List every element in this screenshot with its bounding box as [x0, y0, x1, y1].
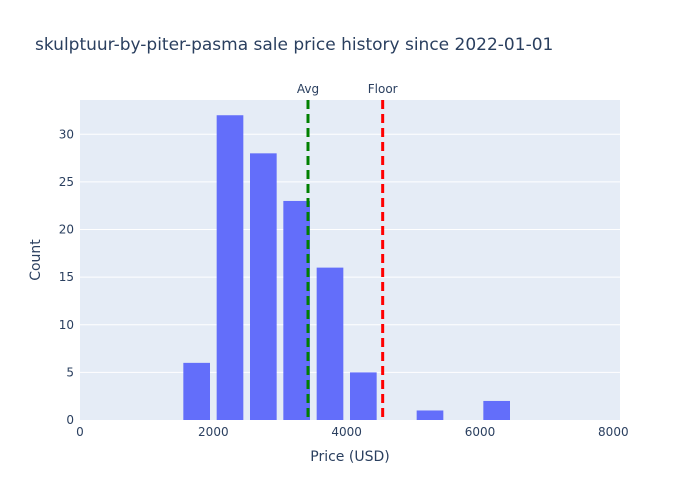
y-tick-label: 25 — [59, 175, 74, 189]
x-tick-label: 8000 — [598, 425, 629, 439]
y-tick-label: 30 — [59, 127, 74, 141]
y-tick-label: 20 — [59, 223, 74, 237]
x-tick-labels: 0 2000 4000 6000 8000 — [76, 425, 628, 439]
histogram-bar — [350, 372, 377, 420]
y-tick-label: 0 — [66, 413, 74, 427]
histogram-bar — [283, 200, 310, 420]
bars — [183, 115, 510, 421]
x-axis-label: Price (USD) — [310, 449, 389, 465]
x-tick-label: 6000 — [465, 425, 496, 439]
histogram-bar — [483, 400, 510, 420]
reference-label-avg: Avg — [297, 82, 319, 96]
histogram-bar — [183, 362, 210, 420]
histogram-bar — [216, 115, 244, 420]
y-tick-label: 15 — [59, 270, 74, 284]
y-tick-label: 10 — [59, 318, 74, 332]
reference-label-floor: Floor — [368, 82, 398, 96]
histogram-bar — [416, 410, 444, 420]
x-tick-label: 2000 — [198, 425, 229, 439]
y-tick-labels: 0 5 10 15 20 25 30 — [59, 127, 74, 427]
y-axis-label: Count — [28, 239, 44, 281]
x-tick-label: 4000 — [331, 425, 362, 439]
plot-area — [80, 100, 620, 420]
histogram-bar — [250, 153, 277, 421]
x-tick-label: 0 — [76, 425, 84, 439]
y-tick-label: 5 — [66, 365, 74, 379]
chart-title: skulptuur-by-piter-pasma sale price hist… — [35, 35, 553, 55]
histogram-bar — [316, 267, 344, 420]
reference-lines: Avg Floor — [297, 82, 398, 420]
